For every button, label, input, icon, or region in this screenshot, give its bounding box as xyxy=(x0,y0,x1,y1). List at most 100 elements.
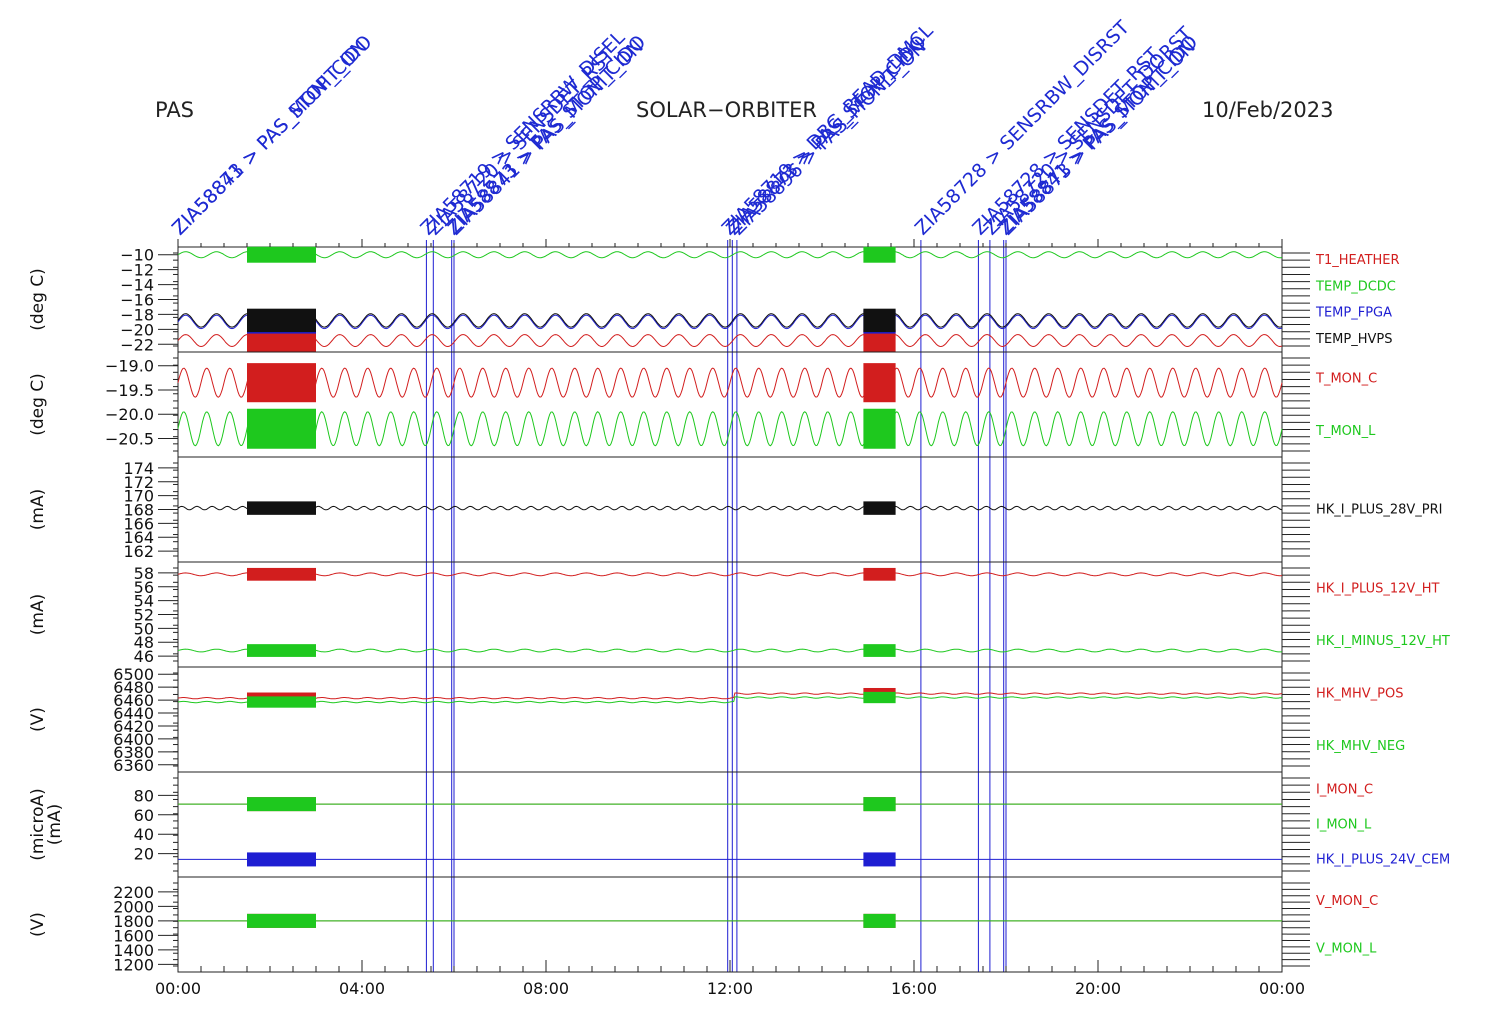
y-tick-label: 52 xyxy=(134,606,154,625)
panel-1: −10−12−14−16−18−20−22 (deg C) T1_HEATHER TE… xyxy=(28,246,1400,355)
legend-entry: V_MON_L xyxy=(1316,941,1377,956)
y-tick-label: 6440 xyxy=(113,704,154,723)
y-tick-label: 6480 xyxy=(113,678,154,697)
y-axis-label: (mA) xyxy=(28,489,48,530)
dense-sample-block xyxy=(247,329,316,352)
y-tick-label: 166 xyxy=(123,514,154,533)
series-HK_I_PLUS_24V_CEM xyxy=(178,852,1282,867)
series-I_MON_L xyxy=(178,797,1282,812)
y-tick-label: 6360 xyxy=(113,756,154,775)
series-line xyxy=(177,505,1283,511)
y-tick-label: 172 xyxy=(123,473,154,492)
y-axis-label: (V) xyxy=(28,707,48,732)
dense-sample-block xyxy=(247,644,316,657)
dense-sample-block xyxy=(863,329,896,352)
dense-sample-block xyxy=(863,501,896,515)
dense-sample-block xyxy=(247,567,316,581)
series-line xyxy=(177,648,1283,653)
series-HK_MHV_NEG xyxy=(177,691,1283,708)
y-tick-label: 2200 xyxy=(113,883,154,902)
panel-frame xyxy=(177,771,1283,878)
series-V_MON_L xyxy=(178,913,1282,928)
series-line xyxy=(177,334,1283,348)
dense-sample-block xyxy=(247,408,316,449)
dense-sample-block xyxy=(863,308,896,333)
panel-frame xyxy=(177,876,1283,973)
y-tick-label: 48 xyxy=(134,633,154,652)
dense-sample-block xyxy=(247,363,316,403)
legend-entry: TEMP_FPGA xyxy=(1315,306,1392,321)
y-tick-label: 1800 xyxy=(113,912,154,931)
series-line xyxy=(177,314,1283,330)
dense-sample-block xyxy=(863,691,896,704)
legend-entry: T_MON_L xyxy=(1315,424,1376,439)
dense-sample-block xyxy=(247,852,316,867)
y-tick-label: 162 xyxy=(123,542,154,561)
header-mission: SOLAR−ORBITER xyxy=(636,98,817,122)
y-tick-label: 54 xyxy=(134,592,154,611)
dense-sample-block xyxy=(863,567,896,581)
panel-frame xyxy=(177,666,1283,773)
y-tick-label: 170 xyxy=(123,487,154,506)
dense-sample-block xyxy=(863,246,896,263)
series-line xyxy=(177,692,1283,700)
legend-entry: TEMP_HVPS xyxy=(1315,332,1392,347)
y-tick-label: 6420 xyxy=(113,717,154,736)
y-tick-label: 1400 xyxy=(113,941,154,960)
y-tick-label: 20 xyxy=(134,845,154,864)
legend-entry: T_MON_C xyxy=(1315,371,1377,386)
y-tick-label: 40 xyxy=(134,825,154,844)
y-tick-label: 6500 xyxy=(113,665,154,684)
dense-sample-block xyxy=(863,852,896,867)
dense-sample-block xyxy=(247,696,316,708)
dense-sample-block xyxy=(247,913,316,928)
legend-entry: HK_MHV_NEG xyxy=(1316,739,1405,754)
y-tick-label: 174 xyxy=(123,459,154,478)
dense-sample-block xyxy=(247,246,316,263)
panel-2: −19.0 −19.5 −20.0 −20.5 (deg C) T_MON_C T_MON_… xyxy=(28,351,1377,458)
legend-entry: T1_HEATHER xyxy=(1315,253,1400,268)
series-HK_I_MINUS_12V_HT xyxy=(177,644,1283,657)
y-tick-label: 6460 xyxy=(113,691,154,710)
y-tick-label: 80 xyxy=(134,786,154,805)
dense-sample-block xyxy=(863,408,896,449)
y-tick-label: −16 xyxy=(120,291,154,310)
legend-entry: HK_I_PLUS_28V_PRI xyxy=(1316,503,1442,518)
legend-entry: V_MON_C xyxy=(1316,894,1378,909)
y-axis-label: (V) xyxy=(28,912,48,937)
series-TEMP_DCDC xyxy=(177,246,1283,263)
legend-entry: I_MON_L xyxy=(1316,818,1372,833)
legend-entry: HK_I_PLUS_24V_CEM xyxy=(1316,853,1450,868)
dense-sample-block xyxy=(247,797,316,812)
x-tick-label: 00:00 xyxy=(1259,979,1305,998)
legend-entry: I_MON_C xyxy=(1316,783,1373,798)
series-T_MON_L xyxy=(177,408,1283,449)
legend-entry: HK_I_MINUS_12V_HT xyxy=(1316,634,1450,649)
dense-sample-block xyxy=(247,501,316,515)
y-axis-label: (deg C) xyxy=(28,268,48,331)
series-TEMP_FPGA xyxy=(177,310,1283,334)
y-tick-label: −19.0 xyxy=(105,357,154,376)
series-HK_I_PLUS_12V_HT xyxy=(177,567,1283,581)
y-tick-label: −19.5 xyxy=(105,381,154,400)
command-label: ZIA58841 > PAS_MONIT_ON xyxy=(444,36,648,240)
series-line xyxy=(177,411,1283,447)
series-HK_I_PLUS_28V_PRI xyxy=(177,501,1283,515)
x-tick-label: 08:00 xyxy=(523,979,569,998)
series-line xyxy=(177,696,1283,704)
y-tick-label: −10 xyxy=(120,246,154,265)
command-label: ZIA58896 > PAS_MONIT_ON xyxy=(727,36,931,240)
dense-sample-block xyxy=(247,308,316,333)
y-tick-label: −22 xyxy=(120,335,154,354)
header-date: 10/Feb/2023 xyxy=(1202,98,1334,122)
series-line xyxy=(177,572,1283,577)
dense-sample-block xyxy=(863,644,896,657)
y-tick-label: −14 xyxy=(120,276,154,295)
legend-entry: TEMP_DCDC xyxy=(1315,279,1396,294)
dense-sample-block xyxy=(863,913,896,928)
x-tick-label: 16:00 xyxy=(891,979,937,998)
